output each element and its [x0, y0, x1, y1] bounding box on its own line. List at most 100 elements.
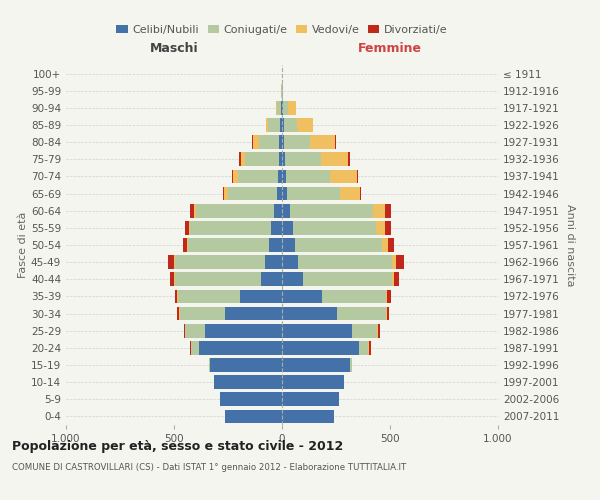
- Bar: [295, 238, 382, 252]
- Bar: [373, 204, 385, 218]
- Bar: [378, 324, 380, 338]
- Bar: [282, 306, 337, 320]
- Bar: [385, 204, 391, 218]
- Y-axis label: Anni di nascita: Anni di nascita: [565, 204, 575, 286]
- Bar: [252, 136, 253, 149]
- Bar: [290, 204, 373, 218]
- Bar: [287, 101, 296, 114]
- Bar: [188, 238, 269, 252]
- Bar: [284, 136, 310, 149]
- Bar: [387, 306, 389, 320]
- Bar: [368, 341, 370, 354]
- Bar: [178, 290, 240, 304]
- Bar: [266, 118, 268, 132]
- Bar: [225, 306, 282, 320]
- Bar: [185, 221, 189, 234]
- Bar: [298, 256, 392, 269]
- Text: Femmine: Femmine: [358, 42, 422, 54]
- Bar: [359, 341, 368, 354]
- Bar: [232, 170, 233, 183]
- Bar: [191, 341, 199, 354]
- Bar: [282, 136, 284, 149]
- Bar: [282, 101, 283, 114]
- Text: Maschi: Maschi: [149, 42, 199, 54]
- Bar: [277, 101, 281, 114]
- Bar: [209, 358, 282, 372]
- Bar: [262, 272, 282, 286]
- Bar: [259, 136, 280, 149]
- Text: Popolazione per età, sesso e stato civile - 2012: Popolazione per età, sesso e stato civil…: [12, 440, 343, 453]
- Bar: [337, 306, 386, 320]
- Bar: [278, 170, 282, 183]
- Bar: [388, 238, 394, 252]
- Bar: [190, 204, 194, 218]
- Bar: [282, 376, 344, 389]
- Bar: [386, 306, 387, 320]
- Bar: [356, 170, 358, 183]
- Bar: [170, 272, 174, 286]
- Bar: [388, 290, 391, 304]
- Bar: [185, 324, 205, 338]
- Bar: [271, 221, 282, 234]
- Bar: [199, 341, 282, 354]
- Bar: [268, 118, 280, 132]
- Bar: [224, 186, 228, 200]
- Bar: [240, 290, 282, 304]
- Bar: [284, 118, 297, 132]
- Bar: [190, 221, 271, 234]
- Bar: [241, 152, 245, 166]
- Bar: [233, 170, 238, 183]
- Bar: [340, 186, 360, 200]
- Bar: [282, 170, 286, 183]
- Bar: [282, 186, 287, 200]
- Bar: [282, 238, 295, 252]
- Bar: [245, 152, 279, 166]
- Bar: [392, 256, 396, 269]
- Bar: [220, 392, 282, 406]
- Bar: [394, 272, 399, 286]
- Bar: [239, 152, 241, 166]
- Bar: [282, 152, 285, 166]
- Bar: [386, 290, 388, 304]
- Bar: [214, 376, 282, 389]
- Legend: Celibi/Nubili, Coniugati/e, Vedovi/e, Divorziati/e: Celibi/Nubili, Coniugati/e, Vedovi/e, Di…: [112, 20, 452, 40]
- Bar: [322, 290, 386, 304]
- Text: COMUNE DI CASTROVILLARI (CS) - Dati ISTAT 1° gennaio 2012 - Elaborazione TUTTITA: COMUNE DI CASTROVILLARI (CS) - Dati ISTA…: [12, 463, 406, 472]
- Bar: [175, 256, 265, 269]
- Bar: [183, 238, 187, 252]
- Bar: [287, 186, 340, 200]
- Bar: [265, 256, 282, 269]
- Y-axis label: Fasce di età: Fasce di età: [18, 212, 28, 278]
- Bar: [370, 341, 371, 354]
- Bar: [177, 306, 179, 320]
- Bar: [281, 101, 282, 114]
- Bar: [179, 306, 181, 320]
- Bar: [293, 221, 376, 234]
- Bar: [187, 238, 188, 252]
- Bar: [382, 238, 388, 252]
- Bar: [253, 136, 259, 149]
- Bar: [181, 306, 225, 320]
- Bar: [302, 272, 392, 286]
- Bar: [282, 204, 290, 218]
- Bar: [238, 170, 278, 183]
- Bar: [282, 221, 293, 234]
- Bar: [282, 290, 322, 304]
- Bar: [196, 204, 274, 218]
- Bar: [297, 118, 313, 132]
- Bar: [282, 358, 350, 372]
- Bar: [174, 272, 175, 286]
- Bar: [175, 290, 177, 304]
- Bar: [286, 170, 329, 183]
- Bar: [282, 324, 352, 338]
- Bar: [396, 256, 404, 269]
- Bar: [175, 272, 262, 286]
- Bar: [329, 170, 356, 183]
- Bar: [282, 272, 302, 286]
- Bar: [282, 341, 359, 354]
- Bar: [177, 290, 178, 304]
- Bar: [285, 152, 322, 166]
- Bar: [184, 324, 185, 338]
- Bar: [322, 152, 349, 166]
- Bar: [174, 256, 175, 269]
